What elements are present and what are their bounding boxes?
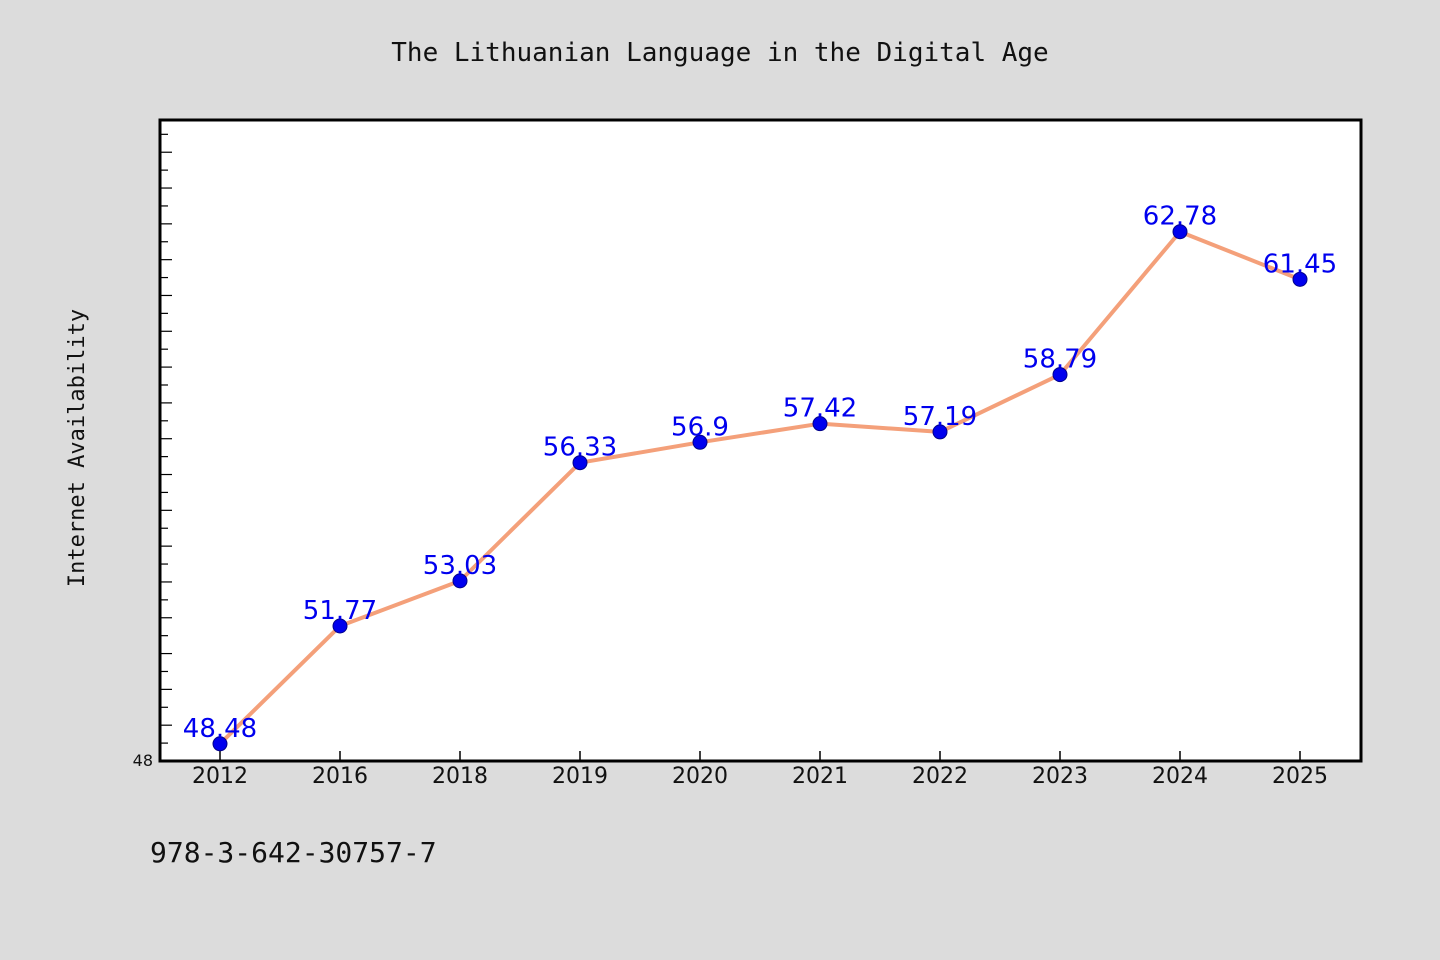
- y-axis-ticks: 48: [133, 133, 172, 770]
- data-point: [932, 424, 948, 440]
- x-tick-label: 2022: [912, 764, 968, 789]
- y-axis-label: Internet Availability: [65, 309, 90, 587]
- series-line: [218, 229, 1301, 746]
- data-label: 51.77: [303, 596, 377, 626]
- data-point: [212, 736, 228, 752]
- data-label: 53.03: [423, 551, 497, 581]
- data-point: [812, 416, 828, 432]
- data-label: 57.42: [783, 394, 857, 424]
- data-point: [1052, 367, 1068, 383]
- data-label: 56.9: [671, 412, 729, 442]
- x-axis-ticks: 2012 2016 2018 2019 2020 2021 2022 2023 2024 2025: [192, 751, 1328, 789]
- data-point: [452, 573, 468, 589]
- isbn-footer: 978-3-642-30757-7: [150, 836, 437, 869]
- data-point: [1292, 271, 1308, 287]
- data-label: 56.33: [543, 433, 617, 463]
- x-tick-label: 2016: [312, 764, 368, 789]
- data-label: 58.79: [1023, 345, 1097, 375]
- chart-title: The Lithuanian Language in the Digital A…: [391, 38, 1048, 68]
- data-labels: 48.48 51.77 53.03 56.33 56.9 57.42 57.19 58.79 6…: [183, 202, 1337, 744]
- series-line-group: [218, 229, 1301, 746]
- data-label: 61.45: [1263, 249, 1337, 279]
- data-point: [332, 618, 348, 634]
- x-tick-label: 2025: [1272, 764, 1328, 789]
- data-label: 48.48: [183, 714, 257, 744]
- x-tick-label: 2024: [1152, 764, 1208, 789]
- x-tick-label: 2018: [432, 764, 488, 789]
- plot-area: [158, 118, 1363, 763]
- data-markers: [212, 224, 1308, 752]
- x-tick-label: 2021: [792, 764, 848, 789]
- data-point: [1172, 224, 1188, 240]
- x-tick-label: 2012: [192, 764, 248, 789]
- y-tick-label: 48: [133, 751, 153, 770]
- data-label: 62.78: [1143, 202, 1217, 232]
- x-tick-label: 2020: [672, 764, 728, 789]
- data-label: 57.19: [903, 402, 977, 432]
- data-point: [572, 455, 588, 471]
- x-tick-label: 2019: [552, 764, 608, 789]
- x-tick-label: 2023: [1032, 764, 1088, 789]
- data-point: [692, 434, 708, 450]
